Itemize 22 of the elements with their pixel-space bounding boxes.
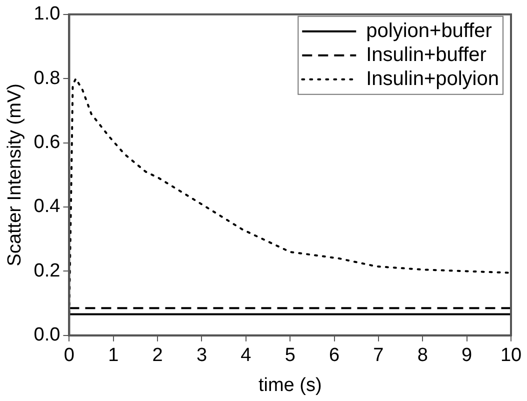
x-tick-label: 9: [462, 345, 472, 366]
x-tick-label: 0: [64, 345, 74, 366]
x-tick-label: 3: [196, 345, 208, 366]
x-tick-label: 1: [108, 345, 119, 366]
y-tick-label: 0.6: [34, 132, 60, 154]
x-axis-title: time (s): [258, 374, 322, 396]
legend-label: Insulin+polyion: [366, 68, 500, 90]
legend-label: polyion+buffer: [366, 20, 492, 42]
y-axis-title: Scatter Intensity (mV): [4, 84, 26, 266]
x-tick-label: 4: [240, 345, 252, 366]
y-tick-label: 0.2: [34, 260, 60, 282]
x-tick-label: 8: [417, 345, 428, 366]
legend-label: Insulin+buffer: [366, 44, 487, 66]
x-tick-label: 10: [500, 345, 522, 366]
x-tick-label: 5: [284, 345, 296, 366]
x-tick-label: 2: [152, 345, 163, 366]
y-tick-label: 0.8: [34, 68, 60, 89]
y-tick-label: 1.0: [34, 4, 60, 25]
x-tick-label: 7: [373, 345, 384, 366]
y-tick-label: 0.0: [34, 324, 60, 346]
x-tick-label: 6: [328, 345, 340, 366]
y-tick-label: 0.4: [34, 196, 61, 218]
